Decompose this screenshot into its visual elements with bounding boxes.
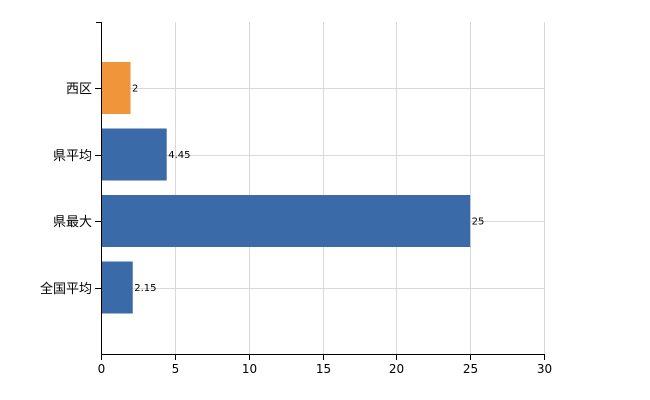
category-label: 全国平均 [40, 281, 92, 297]
data-label: 2.15 [134, 283, 156, 294]
data-label: 25 [472, 217, 485, 228]
data-label: 4.45 [168, 150, 190, 161]
axes [95, 22, 545, 360]
x-tick-label: 30 [537, 362, 552, 376]
category-label: 県最大 [53, 215, 92, 230]
x-tick-label: 25 [463, 362, 478, 376]
x-tick-label: 5 [172, 362, 180, 376]
bars [101, 62, 471, 314]
bar-0 [101, 62, 131, 114]
grid [101, 22, 545, 354]
x-tick-label: 0 [98, 362, 106, 376]
x-tick-label: 20 [389, 362, 404, 376]
bar-1 [101, 128, 167, 181]
data-label: 2 [132, 84, 138, 95]
bar-3 [101, 261, 133, 314]
category-label: 県平均 [53, 149, 92, 164]
x-tick-label: 10 [242, 362, 257, 376]
x-tick-label: 15 [316, 362, 331, 376]
category-label: 西区 [66, 82, 92, 97]
bar-2 [101, 195, 471, 247]
